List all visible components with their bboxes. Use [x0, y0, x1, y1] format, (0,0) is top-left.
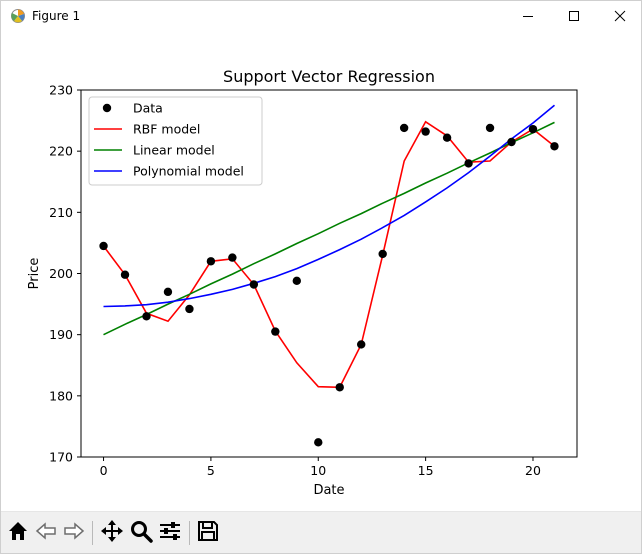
title-bar[interactable]: Figure 1: [1, 1, 641, 32]
series-line-polynomial-model: [103, 104, 556, 308]
data-point: [464, 159, 473, 168]
maximize-button[interactable]: [551, 1, 597, 32]
x-tick-label: 15: [418, 463, 434, 478]
forward-arrow-icon: [62, 519, 86, 547]
data-point: [99, 241, 108, 251]
maximize-icon: [568, 7, 580, 26]
data-point: [185, 304, 194, 314]
back-button[interactable]: [33, 520, 59, 546]
home-button[interactable]: [5, 520, 31, 546]
chart: Support Vector Regression 0 5 10 15 20 170 180 1…: [27, 67, 578, 498]
data-point: [142, 312, 151, 321]
minimize-button[interactable]: [505, 1, 551, 32]
legend-label: Polynomial model: [133, 164, 244, 179]
home-icon: [6, 519, 30, 547]
data-point: [249, 280, 259, 289]
matplotlib-icon: [10, 8, 26, 24]
close-icon: [614, 7, 626, 26]
x-tick-label: 0: [100, 463, 108, 478]
configure-subplots-button[interactable]: [157, 520, 183, 546]
data-point: [228, 253, 237, 262]
data-point: [421, 127, 430, 136]
legend-marker-data: [102, 103, 112, 113]
zoom-icon: [129, 519, 153, 547]
data-point: [314, 438, 323, 447]
x-tick-label: 20: [525, 463, 541, 478]
toolbar-separator: [189, 521, 190, 545]
y-tick-label: 220: [49, 144, 73, 159]
y-tick-label: 180: [49, 388, 73, 403]
chart-title: Support Vector Regression: [223, 67, 435, 86]
move-icon: [100, 519, 124, 547]
legend-label: Data: [133, 101, 163, 116]
toolbar-separator: [92, 521, 93, 545]
y-tick-label: 210: [49, 205, 73, 220]
data-point: [335, 383, 344, 392]
legend-label: RBF model: [133, 122, 200, 137]
close-button[interactable]: [597, 1, 642, 32]
navigation-toolbar: [1, 511, 641, 553]
legend-label: Linear model: [133, 143, 215, 158]
zoom-button[interactable]: [128, 520, 154, 546]
x-tick-label: 5: [207, 463, 215, 478]
pan-button[interactable]: [99, 520, 125, 546]
x-tick-label: 10: [310, 463, 326, 478]
y-tick-label: 230: [49, 83, 73, 98]
series-line-linear-model: [103, 121, 555, 336]
series-line-rbf-model: [102, 120, 555, 389]
data-point: [507, 137, 516, 147]
y-tick-label: 170: [49, 450, 73, 465]
data-point: [292, 276, 301, 286]
save-button[interactable]: [195, 520, 221, 546]
back-arrow-icon: [34, 519, 58, 547]
data-point: [206, 257, 216, 266]
window-title: Figure 1: [32, 9, 81, 23]
data-point: [528, 124, 538, 134]
data-point: [120, 270, 130, 279]
y-tick-label: 200: [49, 266, 73, 281]
data-point: [163, 287, 173, 297]
data-point: [357, 340, 366, 349]
data-point: [378, 249, 387, 259]
forward-button[interactable]: [61, 520, 87, 546]
save-icon: [196, 519, 220, 547]
data-point: [442, 133, 452, 142]
minimize-icon: [522, 7, 534, 26]
legend-box: [88, 96, 263, 186]
figure-canvas[interactable]: Support Vector Regression 0 5 10 15 20 170 180 1…: [1, 32, 641, 511]
x-axis-label: Date: [313, 483, 344, 498]
y-axis-label: Price: [27, 258, 42, 290]
data-point: [485, 123, 495, 133]
y-tick-label: 190: [49, 327, 73, 342]
data-point: [550, 142, 559, 151]
data-point: [399, 123, 409, 133]
data-point: [271, 327, 280, 336]
sliders-icon: [158, 519, 182, 547]
